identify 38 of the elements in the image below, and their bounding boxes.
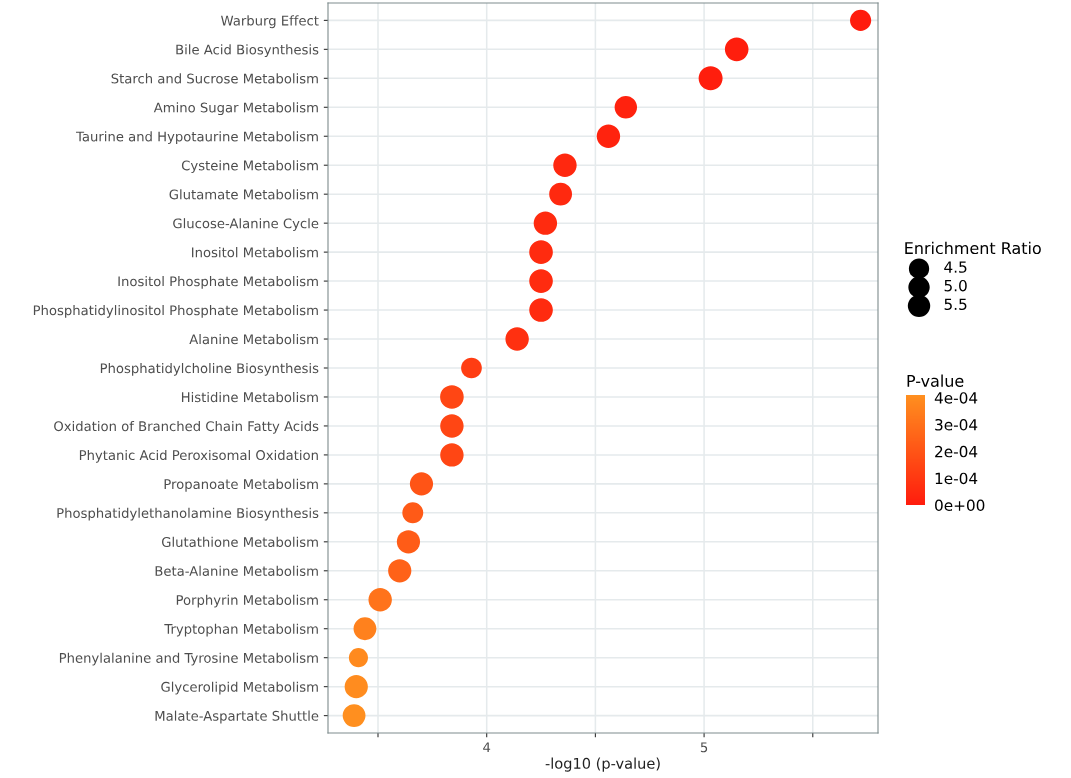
y-tick-label: Tryptophan Metabolism: [164, 623, 318, 637]
y-tick-label: Glutathione Metabolism: [161, 536, 318, 548]
x-tick-label: 4: [483, 742, 491, 753]
y-tick-label: Alanine Metabolism: [189, 334, 318, 345]
color-bar-label: 2e-04: [935, 445, 978, 458]
y-tick-label: Phosphatidylinositol Phosphate Metabolism: [33, 305, 318, 318]
y-tick-label: Bile Acid Biosynthesis: [176, 44, 319, 58]
y-tick-label: Beta-Alanine Metabolism: [155, 565, 318, 576]
color-bar-title: P-value: [907, 374, 964, 387]
y-tick-label: Glycerolipid Metabolism: [161, 681, 318, 695]
color-bar-label: 1e-04: [935, 472, 978, 485]
y-tick-label: Porphyrin Metabolism: [176, 594, 318, 608]
y-tick-label: Inositol Phosphate Metabolism: [118, 276, 318, 289]
y-tick-label: Taurine and Hypotaurine Metabolism: [75, 131, 318, 145]
y-tick-label: Amino Sugar Metabolism: [153, 102, 318, 116]
color-bar-label: 0e+00: [935, 499, 985, 512]
y-tick-label: Inositol Metabolism: [192, 247, 318, 258]
legend-label: 4.5: [944, 261, 967, 273]
y-tick-label: Propanoate Metabolism: [164, 478, 318, 492]
color-bar-label: 4e-04: [934, 392, 978, 404]
y-tick-label: Phytanic Acid Peroxisomal Oxidation: [79, 449, 318, 463]
legend-label: 5.5: [944, 298, 967, 311]
y-tick-label: Phenylalanine and Tyrosine Metabolism: [59, 652, 318, 666]
legend-title: Enrichment Ratio: [905, 241, 1041, 255]
y-tick-label: Oxidation of Branched Chain Fatty Acids: [54, 420, 319, 434]
legend-label: 5.0: [944, 279, 967, 292]
y-tick-label: Phosphatidylcholine Biosynthesis: [100, 362, 319, 376]
y-tick-label: Histidine Metabolism: [181, 391, 318, 403]
y-tick-label: Glutamate Metabolism: [169, 189, 318, 200]
y-tick-label: Phosphatidylethanolamine Biosynthesis: [57, 507, 319, 521]
y-tick-label: Warburg Effect: [221, 15, 319, 29]
y-tick-label: Malate-Aspartate Shuttle: [155, 710, 319, 724]
y-tick-label: Starch and Sucrose Metabolism: [111, 73, 318, 84]
y-tick-label: Glucose-Alanine Cycle: [173, 218, 319, 231]
y-tick-label: Cysteine Metabolism: [181, 160, 318, 173]
x-axis-title: -log10 (p-value): [545, 757, 660, 772]
x-tick-label: 5: [700, 742, 708, 753]
color-bar-label: 3e-04: [935, 418, 978, 431]
